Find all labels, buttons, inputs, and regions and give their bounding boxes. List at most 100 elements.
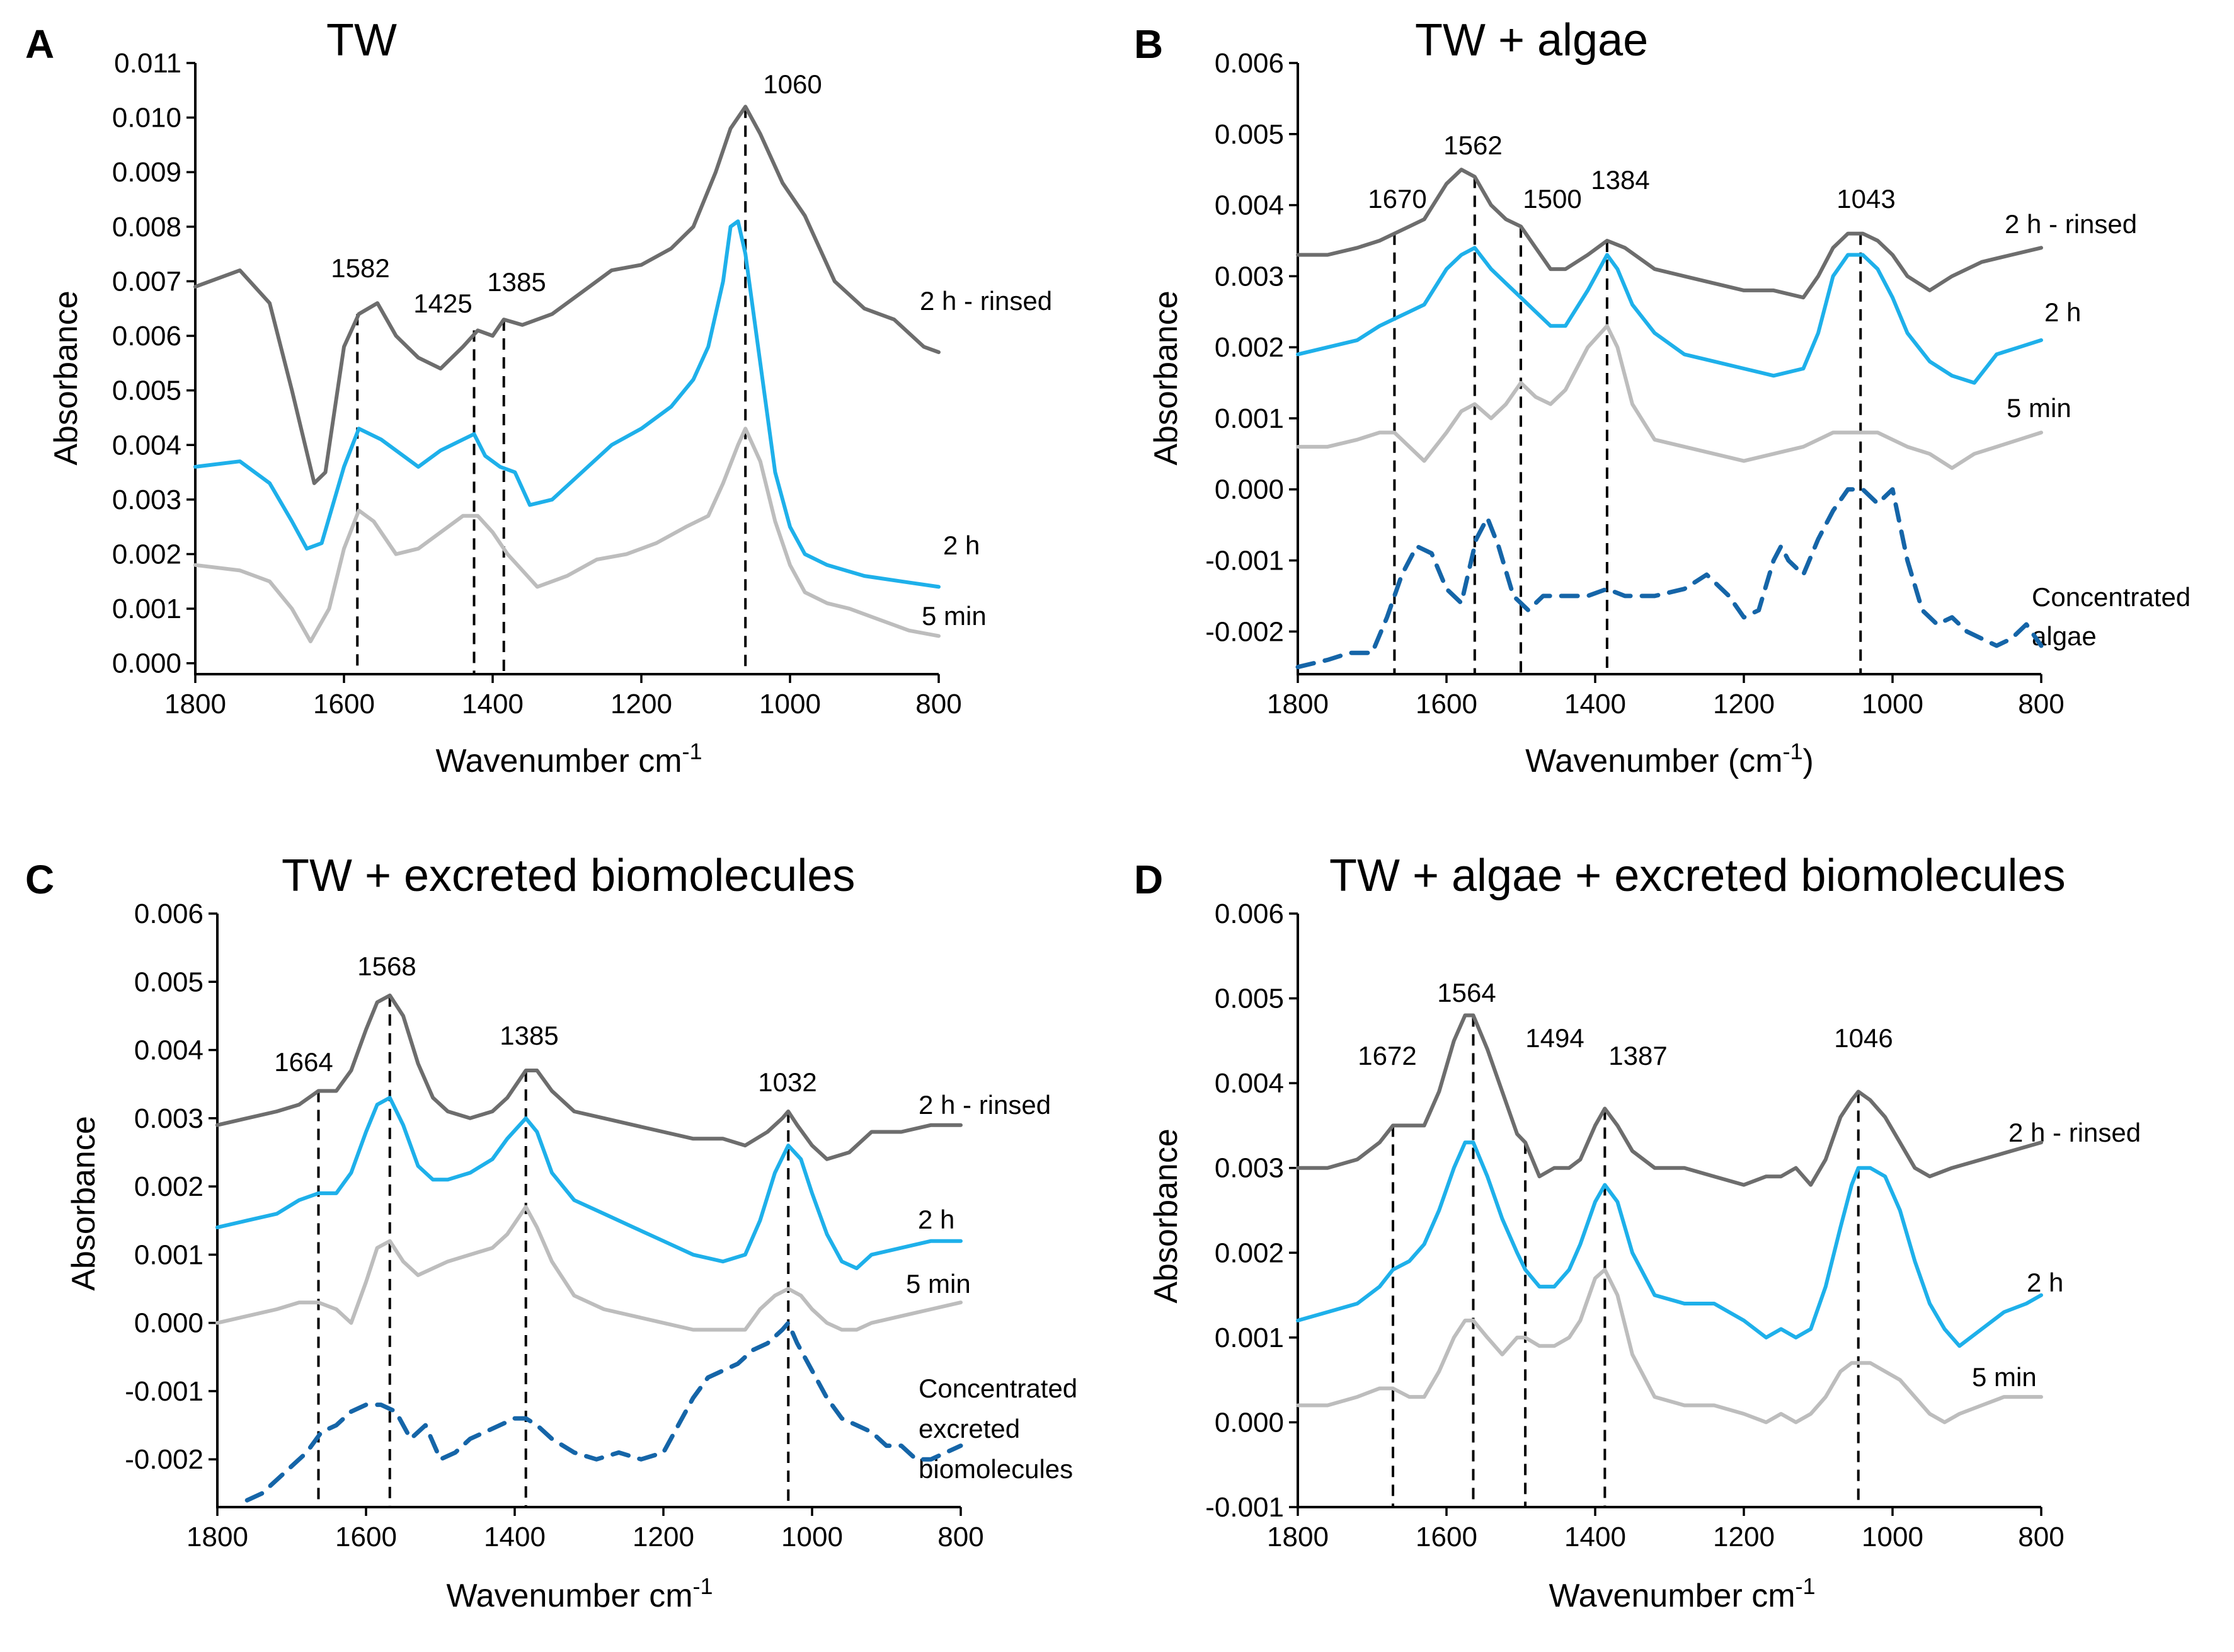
panel-d-axes	[1297, 914, 2041, 1508]
panel-c-xtick-label: 1600	[335, 1522, 397, 1552]
panel-b-ytick-label: -0.002	[1205, 616, 1284, 647]
panel-a-ytick-label: 0.002	[112, 539, 181, 570]
panel-d-ytick-label: 0.005	[1215, 984, 1284, 1014]
panel-b-peak-1500: 1500	[1523, 184, 1581, 214]
panel-a-ytick-label: 0.009	[112, 157, 181, 188]
panel-a-label-2h: 2 h	[943, 531, 980, 560]
panel-a-xtick-label: 1400	[462, 689, 524, 720]
panel-d-xtick-label: 1400	[1564, 1522, 1626, 1552]
panel-a-series-2-h	[193, 219, 941, 589]
panel-b-ytick-label: -0.001	[1205, 546, 1284, 576]
panel-d-ytick-label: 0.002	[1215, 1237, 1284, 1268]
panel-d-peak-1672: 1672	[1358, 1041, 1416, 1070]
panel-d-letter: D	[1134, 857, 1163, 902]
panel-b-peak-1562: 1562	[1443, 130, 1502, 160]
panel-a-xtick-label: 1800	[164, 689, 226, 720]
panel-b-ytick-label: 0.000	[1215, 474, 1284, 505]
panel-a-xtick-label: 800	[915, 689, 961, 720]
panel-b-ytick-label: 0.003	[1215, 261, 1284, 292]
panel-c-label-concentrated: Concentrated excreted biomolecules	[919, 1374, 1077, 1484]
panel-d-label-rinsed: 2 h - rinsed	[2008, 1118, 2141, 1147]
panel-b-ytick-label: 0.004	[1215, 190, 1284, 221]
panel-c-ytick-label: 0.000	[134, 1308, 203, 1339]
panel-c-series-concentrated-excreted-biomolecules	[244, 1321, 963, 1503]
panel-d-xtick-label: 1200	[1713, 1522, 1775, 1552]
panel-a-ytick-label: 0.005	[112, 376, 181, 406]
panel-a-axes	[194, 63, 939, 675]
panel-d-series-2-h-rinsed	[1296, 1013, 2043, 1187]
panel-b-ytick-label: 0.006	[1215, 48, 1284, 79]
panel-c-ytick-label: -0.002	[125, 1444, 203, 1475]
panel-a-xtick-label: 1600	[313, 689, 375, 720]
panel-b-ytick-label: 0.001	[1215, 403, 1284, 434]
panel-a-xtick-label: 1000	[759, 689, 821, 720]
panel-a-xlabel: Wavenumber cm-1	[435, 738, 702, 780]
panel-d-title: TW + algae + excreted biomolecules	[1329, 851, 2066, 901]
panel-b-xtick-label: 1000	[1862, 689, 1923, 720]
panel-c-peak-1032: 1032	[758, 1067, 816, 1097]
panel-a-ytick-label: 0.006	[112, 321, 181, 352]
panel-b-xtick-label: 1400	[1564, 689, 1626, 720]
panel-a-series-5-min	[193, 427, 941, 643]
panel-b-label-rinsed: 2 h - rinsed	[2005, 209, 2137, 239]
panel-c-series-2-h	[215, 1096, 963, 1270]
panel-c-xlabel: Wavenumber cm-1	[446, 1573, 713, 1615]
panel-a-peak-1582: 1582	[331, 253, 389, 283]
panel-b-series-5-min	[1296, 324, 2043, 470]
panel-b-label-5min: 5 min	[2007, 393, 2071, 423]
panel-c-xtick-label: 1000	[781, 1522, 843, 1552]
panel-b-axes	[1297, 63, 2041, 675]
panel-b-xtick-label: 800	[2018, 689, 2064, 720]
panel-b-letter: B	[1134, 21, 1163, 67]
panel-d-label-2h: 2 h	[2027, 1268, 2063, 1297]
panel-a-ytick-label: 0.000	[112, 648, 181, 679]
panel-d-ytick-label: 0.006	[1215, 898, 1284, 929]
panel-a-letter: A	[25, 21, 54, 67]
panel-d-ytick-label: 0.000	[1215, 1407, 1284, 1438]
panel-c-peak-1385: 1385	[500, 1021, 558, 1050]
panel-a-ytick-label: 0.008	[112, 212, 181, 243]
panel-c-peak-1568: 1568	[357, 951, 416, 981]
panel-c-ytick-label: 0.006	[134, 898, 203, 929]
panel-a-ytick-label: 0.003	[112, 485, 181, 515]
panel-c-series-2-h-rinsed	[215, 993, 963, 1161]
panel-d-label-5min: 5 min	[1972, 1362, 2037, 1392]
panel-b-xtick-label: 1600	[1416, 689, 1477, 720]
panel-d-peak-1494: 1494	[1525, 1023, 1584, 1053]
panel-a-title: TW	[326, 15, 397, 66]
panel-a-ytick-label: 0.004	[112, 430, 181, 461]
panel-c-letter: C	[25, 857, 54, 902]
panel-d-peak-1564: 1564	[1437, 978, 1496, 1007]
panel-a-label-rinsed: 2 h - rinsed	[920, 286, 1052, 316]
panel-c-ytick-label: 0.003	[134, 1103, 203, 1134]
panel-b-series-concentrated-algae	[1295, 487, 2044, 670]
panel-b-series-2-h-rinsed	[1296, 168, 2043, 300]
panel-c-ylabel: Absorbance	[66, 1116, 102, 1291]
panel-c-xtick-label: 1400	[484, 1522, 546, 1552]
panel-a-label-5min: 5 min	[922, 601, 987, 631]
panel-c-label-5min: 5 min	[906, 1269, 971, 1299]
panel-d-ytick-label: 0.004	[1215, 1068, 1284, 1099]
panel-d-series-2-h	[1296, 1140, 2043, 1348]
panel-c: C TW + excreted biomolecules Absorbance …	[25, 851, 1077, 1614]
panel-b-peak-1043: 1043	[1836, 184, 1895, 214]
panel-b-xlabel: Wavenumber (cm-1)	[1525, 738, 1814, 780]
panel-c-ytick-label: -0.001	[125, 1376, 203, 1407]
panel-c-peak-1664: 1664	[274, 1047, 333, 1077]
panel-c-label-rinsed: 2 h - rinsed	[919, 1090, 1051, 1120]
panel-b-xtick-label: 1200	[1713, 689, 1775, 720]
panel-b: B TW + algae Absorbance Wavenumber (cm-1…	[1134, 15, 2191, 779]
panel-d-ytick-label: 0.001	[1215, 1322, 1284, 1353]
panel-a: A TW Absorbance Wavenumber cm-1 1582 142…	[25, 15, 1052, 779]
panel-c-xtick-label: 800	[937, 1522, 983, 1552]
panel-b-label-2h: 2 h	[2044, 297, 2081, 327]
panel-c-xtick-label: 1800	[186, 1522, 248, 1552]
panel-b-ytick-label: 0.005	[1215, 119, 1284, 150]
panel-d-xtick-label: 1800	[1267, 1522, 1329, 1552]
panel-a-ytick-label: 0.007	[112, 266, 181, 297]
panel-c-ytick-label: 0.002	[134, 1171, 203, 1202]
panel-b-ytick-label: 0.002	[1215, 332, 1284, 363]
panel-d-ytick-label: 0.003	[1215, 1153, 1284, 1184]
panel-a-peak-1425: 1425	[413, 289, 472, 318]
